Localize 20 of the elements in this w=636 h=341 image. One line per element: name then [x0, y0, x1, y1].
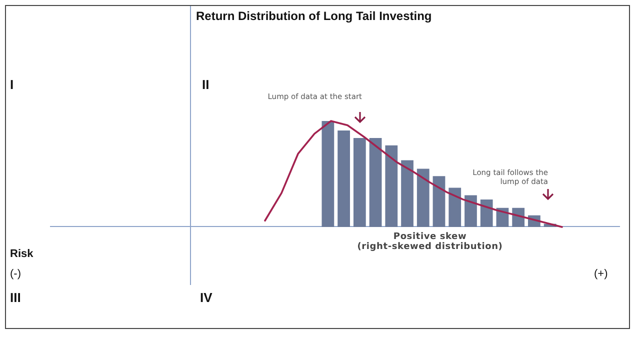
bar — [369, 138, 382, 227]
text: IV — [200, 290, 212, 305]
bar — [432, 176, 446, 227]
bar — [322, 121, 334, 227]
x-axis-title: Positive skew (right-skewed distribution) — [356, 232, 504, 252]
bar — [401, 160, 414, 227]
text: (-) — [10, 268, 21, 280]
bar — [448, 188, 462, 227]
text: II — [202, 77, 210, 92]
bar — [385, 145, 398, 227]
text: I — [10, 77, 14, 92]
text: III — [10, 290, 21, 305]
chart-title: Return Distribution of Long Tail Investing — [196, 9, 432, 23]
bar — [416, 168, 430, 227]
bar — [480, 199, 493, 227]
bar — [338, 130, 350, 227]
bar — [464, 195, 477, 227]
text: (+) — [594, 268, 608, 280]
bar — [353, 138, 366, 227]
text: Risk — [10, 248, 34, 260]
